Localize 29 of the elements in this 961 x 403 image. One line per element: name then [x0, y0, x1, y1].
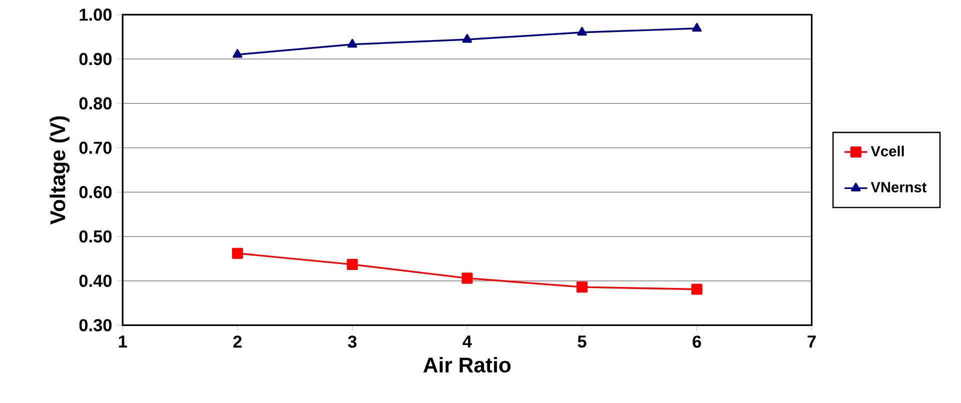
x-axis-title: Air Ratio	[423, 357, 511, 373]
point	[692, 23, 702, 32]
point	[462, 272, 473, 284]
x-tick-label: 3	[348, 336, 356, 348]
y-tick-label: 0.70	[79, 142, 112, 154]
point	[462, 34, 472, 43]
point	[691, 284, 702, 296]
y-axis-title: Voltage (V)	[50, 116, 70, 225]
y-tick-label: 0.80	[79, 98, 112, 110]
y-tick-label: 0.90	[79, 53, 112, 66]
x-tick-label: 7	[808, 336, 816, 348]
point	[232, 49, 242, 58]
y-tick-label: 0.30	[79, 319, 112, 332]
y-tick-label: 0.50	[79, 230, 112, 243]
point	[232, 248, 243, 260]
point	[577, 27, 587, 36]
y-tick-label: 0.40	[79, 274, 112, 288]
y-tick-label: 1.00	[80, 8, 112, 22]
point	[346, 259, 358, 270]
y-tick-label: 0.60	[79, 186, 112, 198]
x-tick-label: 1	[118, 336, 127, 348]
legend-label: VNernst	[870, 182, 927, 193]
legend-label: Vcell	[870, 146, 904, 157]
x-tick-label: 5	[578, 336, 586, 348]
point	[576, 282, 588, 293]
x-tick-label: 2	[233, 336, 242, 348]
point	[347, 39, 358, 48]
x-tick-label: 6	[692, 336, 702, 348]
x-tick-label: 4	[462, 336, 472, 348]
